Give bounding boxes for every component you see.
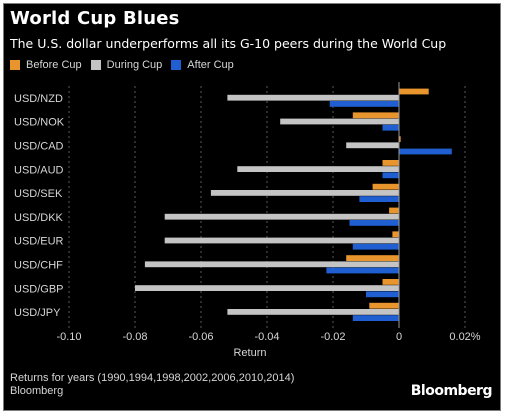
chart-frame xyxy=(3,3,501,411)
bloomberg-logo: Bloomberg xyxy=(410,383,493,399)
category-label-7: USD/CHF xyxy=(14,260,63,272)
bar-usd-nok-2 xyxy=(382,124,399,131)
bar-usd-chf-2 xyxy=(326,267,399,274)
x-tick-label-2: -0.06 xyxy=(188,331,213,343)
chart-subtitle: The U.S. dollar underperforms all its G-… xyxy=(10,36,447,51)
bar-usd-gbp-0 xyxy=(382,279,399,285)
bar-usd-gbp-1 xyxy=(135,285,399,291)
footer-note: Returns for years (1990,1994,1998,2002,2… xyxy=(10,372,295,384)
legend-item-before: Before Cup xyxy=(10,59,82,71)
bar-usd-sek-2 xyxy=(359,196,399,202)
legend-label-after: After Cup xyxy=(187,59,234,71)
legend-label-before: Before Cup xyxy=(26,59,82,71)
bar-usd-cad-1 xyxy=(346,142,399,149)
bar-usd-dkk-2 xyxy=(349,220,399,226)
chart-title: World Cup Blues xyxy=(10,8,180,29)
category-label-2: USD/CAD xyxy=(14,141,64,153)
legend-item-during: During Cup xyxy=(90,59,163,71)
bar-usd-chf-0 xyxy=(346,255,399,261)
x-tick-label-0: -0.10 xyxy=(56,331,81,343)
bar-usd-cad-2 xyxy=(399,148,452,155)
legend-label-during: During Cup xyxy=(106,59,163,71)
bar-usd-jpy-0 xyxy=(369,302,399,309)
x-tick-label-1: -0.08 xyxy=(122,331,147,343)
bar-usd-eur-2 xyxy=(352,243,399,250)
bar-usd-nok-1 xyxy=(280,118,399,125)
x-tick-label-3: -0.04 xyxy=(254,331,279,343)
bar-usd-chf-1 xyxy=(144,261,399,268)
bar-usd-nzd-1 xyxy=(227,94,399,101)
category-label-1: USD/NOK xyxy=(14,117,65,129)
bar-usd-nzd-0 xyxy=(399,88,429,95)
bar-usd-nok-0 xyxy=(352,112,399,119)
x-tick-label-6: 0.02% xyxy=(449,331,480,343)
x-tick-label-5: 0 xyxy=(396,331,402,343)
legend-swatch-after xyxy=(171,60,182,70)
bar-usd-sek-1 xyxy=(210,190,399,196)
bar-usd-sek-0 xyxy=(372,183,399,190)
bar-usd-eur-1 xyxy=(164,237,399,244)
category-label-8: USD/GBP xyxy=(14,283,64,295)
bar-usd-dkk-1 xyxy=(164,213,399,220)
footer-source: Bloomberg xyxy=(10,385,64,397)
bar-usd-jpy-1 xyxy=(227,309,399,315)
category-label-3: USD/AUD xyxy=(14,164,64,176)
bar-usd-eur-0 xyxy=(392,231,399,238)
legend-item-after: After Cup xyxy=(171,59,234,71)
category-label-0: USD/NZD xyxy=(14,93,63,105)
bar-usd-dkk-0 xyxy=(389,207,399,214)
legend-swatch-before xyxy=(10,60,20,70)
x-axis-label: Return xyxy=(233,347,266,359)
bar-usd-nzd-2 xyxy=(329,101,399,107)
category-label-4: USD/SEK xyxy=(14,188,63,200)
legend: Before Cup During Cup After Cup xyxy=(10,59,243,71)
category-label-6: USD/EUR xyxy=(14,236,64,248)
category-label-9: USD/JPY xyxy=(14,307,61,319)
bar-usd-jpy-2 xyxy=(352,315,399,321)
category-label-5: USD/DKK xyxy=(14,212,64,224)
bar-usd-aud-0 xyxy=(382,160,399,166)
legend-swatch-during xyxy=(90,60,101,70)
bar-usd-cad-0 xyxy=(399,136,401,142)
chart-footer: Returns for years (1990,1994,1998,2002,2… xyxy=(10,372,294,398)
bar-usd-aud-2 xyxy=(382,172,399,179)
bar-usd-aud-1 xyxy=(237,166,399,172)
x-tick-label-4: -0.02 xyxy=(320,331,345,343)
bar-usd-gbp-2 xyxy=(366,291,399,298)
